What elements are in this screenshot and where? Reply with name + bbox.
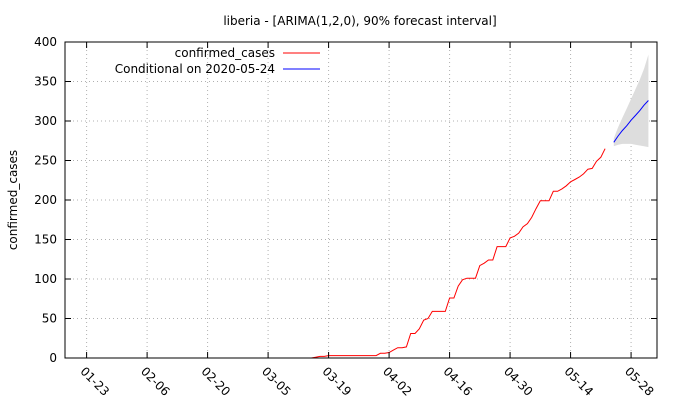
- x-tick-label: 05-14: [561, 364, 596, 399]
- legend-label-0: confirmed_cases: [175, 46, 275, 60]
- y-tick-label: 250: [34, 154, 57, 168]
- y-tick-label: 200: [34, 193, 57, 207]
- x-tick-label: 02-06: [138, 364, 173, 399]
- grid: [65, 42, 657, 358]
- y-axis-label: confirmed_cases: [6, 150, 20, 250]
- x-tick-label: 05-28: [622, 364, 657, 399]
- legend: confirmed_cases Conditional on 2020-05-24: [115, 46, 320, 76]
- y-axis-ticks: 0 50 100 150 200 250 300 350 400: [34, 35, 657, 365]
- series-group: [311, 100, 649, 359]
- x-tick-label: 02-20: [198, 364, 233, 399]
- y-tick-label: 400: [34, 35, 57, 49]
- y-tick-label: 50: [42, 312, 57, 326]
- y-tick-label: 300: [34, 114, 57, 128]
- x-tick-label: 04-16: [440, 364, 475, 399]
- series-line-1: [613, 100, 649, 143]
- legend-label-1: Conditional on 2020-05-24: [115, 62, 275, 76]
- y-tick-label: 100: [34, 272, 57, 286]
- chart-title: liberia - [ARIMA(1,2,0), 90% forecast in…: [223, 14, 496, 28]
- x-tick-label: 01-23: [77, 364, 112, 399]
- x-tick-label: 03-19: [319, 364, 354, 399]
- forecast-interval-band: [613, 54, 649, 148]
- y-tick-label: 0: [49, 351, 57, 365]
- x-tick-label: 04-30: [501, 364, 536, 399]
- x-axis-ticks: 01-23 02-06 02-20 03-05 03-19 04-02 04-16 04-30…: [77, 42, 657, 399]
- y-tick-label: 150: [34, 233, 57, 247]
- x-tick-label: 04-02: [380, 364, 415, 399]
- y-tick-label: 350: [34, 75, 57, 89]
- series-line-0: [311, 148, 606, 359]
- x-tick-label: 03-05: [259, 364, 294, 399]
